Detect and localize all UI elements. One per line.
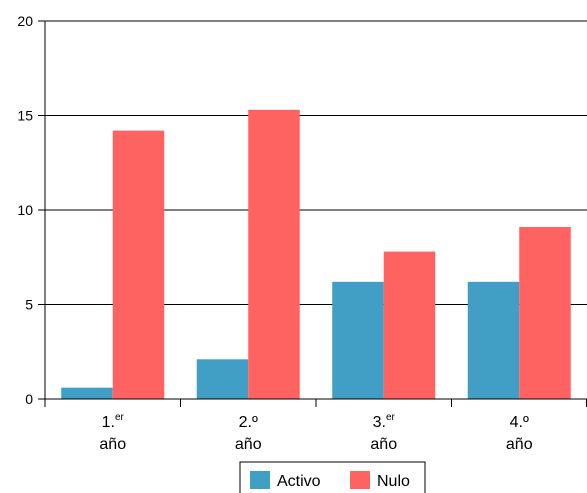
bar-activo-3 (332, 281, 384, 399)
y-tick-label: 0 (25, 391, 33, 407)
x-tick-label-superscript: er (386, 412, 396, 423)
bar-nulo-3 (383, 251, 436, 399)
bars (61, 109, 571, 399)
legend-swatch-nulo (350, 471, 370, 489)
x-tick-label-main: 3. (373, 414, 386, 431)
x-tick-label-line2: año (99, 436, 126, 453)
y-axis-ticks: 0 5 10 15 20 (17, 13, 45, 407)
bar-nulo-2 (248, 109, 300, 399)
y-tick-label: 10 (17, 202, 33, 218)
legend-box (239, 461, 426, 493)
y-tick-label: 20 (17, 13, 33, 29)
x-tick-label: 4.º (510, 414, 529, 431)
x-tick-label: 1.er (102, 412, 125, 431)
bar-activo-1 (61, 387, 113, 399)
x-tick-label-line2: año (370, 436, 397, 453)
bar-nulo-4 (519, 227, 571, 399)
legend: Activo Nulo (239, 461, 426, 493)
y-tick-label: 5 (25, 297, 33, 313)
y-tick-label: 15 (17, 108, 33, 124)
legend-label-nulo: Nulo (377, 473, 410, 490)
x-tick-label-line2: año (235, 436, 262, 453)
x-tick-label-main: 1. (102, 414, 115, 431)
bar-activo-4 (467, 281, 520, 399)
x-tick-label: 3.er (373, 412, 396, 431)
x-tick-label-line2: año (506, 436, 533, 453)
x-tick-label-main: 4.º (510, 414, 529, 431)
legend-label-activo: Activo (277, 473, 321, 490)
x-tick-label-superscript: er (115, 412, 125, 423)
bar-activo-2 (196, 359, 249, 399)
bar-nulo-1 (112, 130, 165, 399)
x-tick-label: 2.º (239, 414, 258, 431)
x-tick-label-main: 2.º (239, 414, 258, 431)
legend-swatch-activo (250, 471, 270, 489)
